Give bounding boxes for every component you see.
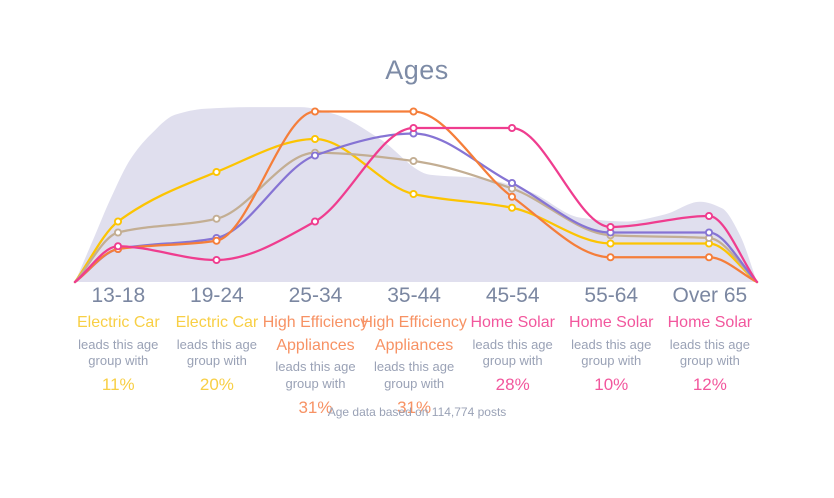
age-group-label: 13-18 xyxy=(91,284,146,307)
data-point-electric-car xyxy=(310,134,320,144)
data-point-high-efficiency-appliances xyxy=(212,236,221,245)
page-title: Ages xyxy=(385,55,449,85)
data-point-home-solar xyxy=(310,217,320,226)
leader-percent: 31% xyxy=(397,397,432,417)
data-point-electric-car xyxy=(606,239,615,248)
data-point-high-efficiency-appliances xyxy=(606,253,615,262)
leader-percent: 10% xyxy=(594,375,629,395)
leading-category-label: High Efficiency Appliances xyxy=(361,314,467,354)
age-column: 55-64 Home Solar leads this age group wi… xyxy=(562,284,661,418)
data-point-home-solar xyxy=(704,211,714,221)
data-point-series-2 xyxy=(507,178,517,188)
leading-category-label: Home Solar xyxy=(470,314,555,332)
data-point-high-efficiency-appliances xyxy=(310,107,320,116)
age-column: 25-34 High Efficiency Appliances leads t… xyxy=(263,284,369,418)
age-group-label: Over 65 xyxy=(672,284,748,307)
data-point-electric-car xyxy=(409,189,418,199)
data-point-high-efficiency-appliances xyxy=(704,253,714,262)
leader-description: leads this age group with xyxy=(472,336,553,369)
leading-category-label: Electric Car xyxy=(76,314,160,332)
data-point-series-2 xyxy=(704,228,714,237)
leading-category-label: High Efficiency Appliances xyxy=(262,314,369,354)
age-group-label: 35-44 xyxy=(387,284,441,307)
data-point-series-2 xyxy=(310,151,320,160)
leading-category-label: Electric Car xyxy=(175,314,259,332)
markers-high-efficiency-appliances xyxy=(113,107,714,262)
leader-percent: 28% xyxy=(495,375,530,395)
leader-description: leads this age group with xyxy=(669,336,750,369)
data-point-home-solar xyxy=(212,255,221,265)
age-group-label: 19-24 xyxy=(190,284,244,307)
markers-electric-car xyxy=(113,134,714,248)
age-annotation-row: 13-18 Electric Car leads this age group … xyxy=(69,284,759,418)
age-column: 45-54 Home Solar leads this age group wi… xyxy=(463,284,562,418)
ages-line-chart xyxy=(73,107,759,284)
data-point-series-1 xyxy=(113,228,123,237)
data-point-home-solar xyxy=(507,123,517,133)
age-column: 35-44 High Efficiency Appliances leads t… xyxy=(361,284,467,418)
footnote: Age data based on 114,774 posts xyxy=(327,405,507,419)
age-group-label: 25-34 xyxy=(288,284,343,307)
leader-description: leads this age group with xyxy=(373,358,455,391)
leader-percent: 20% xyxy=(199,375,234,395)
data-point-home-solar xyxy=(113,242,123,251)
markers-home-solar xyxy=(113,123,714,265)
data-point-series-1 xyxy=(212,214,221,223)
leader-description: leads this age group with xyxy=(571,336,652,369)
leading-category-label: Home Solar xyxy=(569,314,654,332)
data-point-electric-car xyxy=(113,217,123,226)
age-column: Over 65 Home Solar leads this age group … xyxy=(661,284,760,418)
line-electric-car xyxy=(73,137,759,284)
leader-percent: 11% xyxy=(101,375,135,395)
leader-description: leads this age group with xyxy=(78,336,159,369)
age-column: 13-18 Electric Car leads this age group … xyxy=(69,284,168,418)
data-point-home-solar xyxy=(606,222,615,232)
leader-percent: 31% xyxy=(298,397,333,417)
data-point-home-solar xyxy=(409,123,418,133)
data-point-high-efficiency-appliances xyxy=(507,192,517,201)
data-point-series-1 xyxy=(409,156,418,166)
data-point-high-efficiency-appliances xyxy=(409,107,418,116)
leader-description: leads this age group with xyxy=(275,358,356,391)
age-group-label: 55-64 xyxy=(584,284,639,307)
data-point-electric-car xyxy=(212,167,221,177)
data-point-electric-car xyxy=(507,203,517,212)
leading-category-label: Home Solar xyxy=(667,314,753,332)
age-group-label: 45-54 xyxy=(485,284,540,307)
leader-description: leads this age group with xyxy=(176,336,257,369)
leader-percent: 12% xyxy=(692,375,727,395)
age-column: 19-24 Electric Car leads this age group … xyxy=(168,284,267,418)
